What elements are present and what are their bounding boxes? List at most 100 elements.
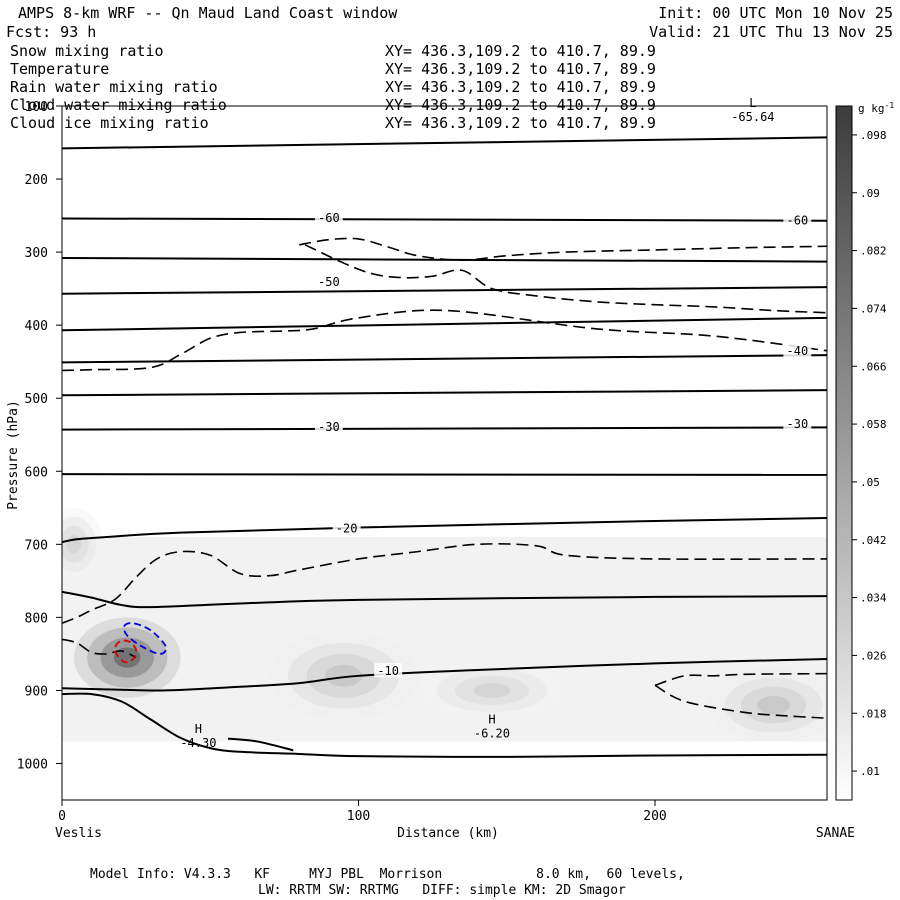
y-axis-label: Pressure (hPa) xyxy=(6,400,21,510)
snow-contour-0 xyxy=(62,309,827,372)
isotherm-line-13 xyxy=(227,737,294,752)
isotherm-line-4 xyxy=(62,316,827,332)
snow-contour-1 xyxy=(299,237,827,261)
isotherm-label-bg-4 xyxy=(314,419,343,434)
y-tick-label-100: 100 xyxy=(25,100,48,115)
colorbar-label-7: .066 xyxy=(860,360,887,373)
colorbar-unit-exponent: -1 xyxy=(885,101,895,110)
snow-contour-4 xyxy=(62,638,137,659)
snow-contour-2 xyxy=(304,244,827,314)
isotherm-label-1: -60 xyxy=(787,213,809,227)
extreme-type-1: H xyxy=(195,722,202,736)
shading-blob-2-level-1 xyxy=(473,683,511,698)
field-legend: Snow mixing ratio XY= 436.3,109.2 to 410.… xyxy=(10,42,656,132)
isotherm-line-0 xyxy=(62,136,827,150)
colorbar-label-10: .09 xyxy=(860,187,880,200)
forecast-hour: Fcst: 93 h xyxy=(6,23,96,41)
valid-time: Valid: 21 UTC Thu 13 Nov 25 xyxy=(649,23,893,41)
y-tick-label-200: 200 xyxy=(25,173,48,188)
y-tick-label-700: 700 xyxy=(25,538,48,553)
legend-field-name-3: Cloud water mixing ratio xyxy=(10,96,227,114)
shading-blob-3-level-1 xyxy=(757,695,790,715)
model-info-line1: Model Info: V4.3.3 KF MYJ PBL Morrison 8… xyxy=(90,867,685,882)
snow-contour-3 xyxy=(62,543,827,624)
isotherm-label-bg-7 xyxy=(374,663,403,678)
isotherm-label-6: -20 xyxy=(336,522,358,536)
colorbar-label-1: .018 xyxy=(860,707,887,720)
isotherm-label-5: -30 xyxy=(787,417,809,431)
isotherm-line-9 xyxy=(62,517,827,544)
isotherm-label-bg-3 xyxy=(783,343,812,358)
isotherm-label-bg-6 xyxy=(332,520,361,535)
colorbar-label-5: .05 xyxy=(860,476,880,489)
isotherm-label-0: -60 xyxy=(318,211,340,225)
isotherm-label-bg-0 xyxy=(314,210,343,225)
x-tick-label-200: 200 xyxy=(643,809,666,824)
y-axis: 100 200 300 400 500 600 700 800 900 1000 xyxy=(17,100,62,772)
colorbar-ticks: .01 .018 .026 .034 .042 .05 .058 .066 .074 .082 .0… xyxy=(852,129,887,778)
isotherm-line-7 xyxy=(62,426,827,431)
colorbar-label-9: .082 xyxy=(860,245,887,258)
init-time: Init: 00 UTC Mon 10 Nov 25 xyxy=(658,4,893,22)
y-tick-label-900: 900 xyxy=(25,684,48,699)
cloud-water-contour-0 xyxy=(122,622,168,655)
extreme-value-1: -4.30 xyxy=(180,736,216,750)
mixing-ratio-shading xyxy=(62,507,827,742)
colorbar-label-8: .074 xyxy=(860,302,887,315)
isotherm-line-6 xyxy=(62,389,827,397)
cloud-water-contours xyxy=(122,622,168,655)
x-endpoint-left: Veslis xyxy=(55,826,102,841)
legend-field-name-2: Rain water mixing ratio xyxy=(10,78,218,96)
x-tick-label-100: 100 xyxy=(347,809,370,824)
shading-blob-4-level-1 xyxy=(66,535,82,554)
legend-field-xy-1: XY= 436.3,109.2 to 410.7, 89.9 xyxy=(385,60,656,78)
isotherm-line-12 xyxy=(62,692,827,758)
colorbar-unit-text: g kg xyxy=(858,102,885,115)
colorbar-label-11: .098 xyxy=(860,129,887,142)
legend-field-name-1: Temperature xyxy=(10,60,109,78)
colorbar-label-2: .026 xyxy=(860,649,887,662)
y-tick-label-1000: 1000 xyxy=(17,757,48,772)
colorbar-label-4: .042 xyxy=(860,534,887,547)
shading-blob-0-level-1 xyxy=(113,647,141,668)
x-endpoint-right: SANAE xyxy=(816,826,855,841)
extreme-type-2: H xyxy=(488,713,495,727)
extreme-value-2: -6.20 xyxy=(474,727,510,741)
snow-contour-5 xyxy=(654,672,827,687)
extreme-value-0: -65.64 xyxy=(731,110,774,124)
isotherm-line-1 xyxy=(62,217,827,222)
isotherm-label-bg-1 xyxy=(783,212,812,227)
colorbar: .01 .018 .026 .034 .042 .05 .058 .066 .074 .082 .0… xyxy=(835,101,894,801)
chart-title: AMPS 8-km WRF -- Qn Maud Land Coast wind… xyxy=(18,4,398,22)
isotherm-line-8 xyxy=(62,473,827,476)
rain-contours xyxy=(113,639,138,664)
legend-field-xy-4: XY= 436.3,109.2 to 410.7, 89.9 xyxy=(385,114,656,132)
isotherm-label-bg-5 xyxy=(783,416,812,431)
isotherm-line-10 xyxy=(62,590,827,609)
isotherm-label-2: -50 xyxy=(318,275,340,289)
colorbar-label-3: .034 xyxy=(860,592,887,605)
legend-field-name-4: Cloud ice mixing ratio xyxy=(10,114,209,132)
colorbar-unit: g kg-1 xyxy=(858,101,894,115)
x-tick-label-0: 0 xyxy=(58,809,66,824)
y-tick-label-500: 500 xyxy=(25,392,48,407)
legend-field-xy-2: XY= 436.3,109.2 to 410.7, 89.9 xyxy=(385,78,656,96)
colorbar-ramp xyxy=(835,105,853,801)
isotherm-line-5 xyxy=(62,354,827,364)
extreme-markers: L-65.64H-4.30H-6.20 xyxy=(180,96,774,750)
y-tick-label-300: 300 xyxy=(25,246,48,261)
y-tick-label-600: 600 xyxy=(25,465,48,480)
legend-field-xy-0: XY= 436.3,109.2 to 410.7, 89.9 xyxy=(385,42,656,60)
model-info-line2: LW: RRTM SW: RRTMG DIFF: simple KM: 2D S… xyxy=(258,883,626,898)
y-tick-label-400: 400 xyxy=(25,319,48,334)
rain-contour-0 xyxy=(113,639,138,664)
isotherm-label-7: -10 xyxy=(377,664,399,678)
x-axis: 0 100 200 xyxy=(58,800,667,824)
shading-blob-1-level-1 xyxy=(325,664,363,687)
isotherm-label-4: -30 xyxy=(318,420,340,434)
snow-contour-6 xyxy=(654,684,827,719)
legend-field-name-0: Snow mixing ratio xyxy=(10,42,164,60)
isotherm-label-3: -40 xyxy=(787,344,809,358)
isotherm-labels: -60 -60 -50 -40 -30 -30 -20 -10 xyxy=(314,210,812,678)
